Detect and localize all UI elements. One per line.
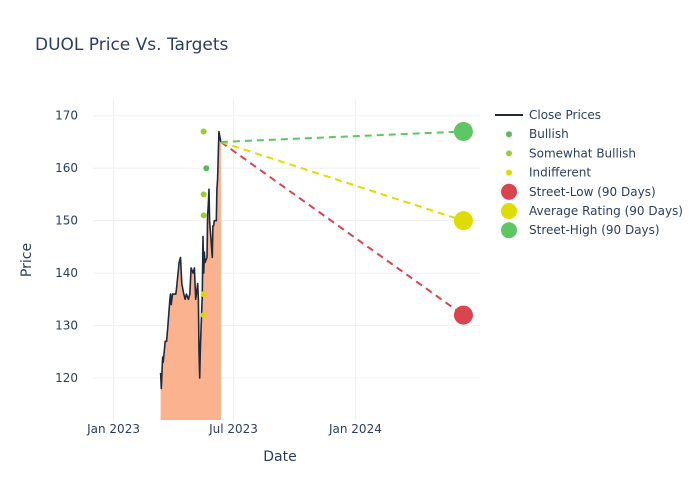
target-line <box>220 141 464 222</box>
legend-marker-swatch <box>501 183 517 200</box>
legend-item[interactable]: Street-High (90 Days) <box>501 222 660 239</box>
legend-dot-swatch <box>506 150 512 157</box>
rating-point <box>200 312 207 319</box>
rating-point <box>200 291 207 298</box>
target-lines <box>220 130 465 316</box>
legend-label: Street-High (90 Days) <box>529 223 660 237</box>
close-price-line <box>159 130 222 390</box>
tick-labels: 120 130 140 150 160 170 Jan 2023 Jul 2023 Jan 20… <box>55 109 382 436</box>
legend-label: Street-Low (90 Days) <box>529 185 656 199</box>
legend-marker-swatch <box>501 203 517 219</box>
target-marker <box>453 305 473 325</box>
legend-item[interactable]: Indifferent <box>506 166 591 180</box>
target-line <box>220 141 465 316</box>
y-tick-label: 140 <box>55 266 78 280</box>
y-axis-label: Price <box>19 243 35 277</box>
x-tick-label: Jul 2023 <box>208 422 258 436</box>
legend-marker-swatch <box>501 222 517 239</box>
rating-point <box>200 212 207 219</box>
rating-points <box>200 128 210 319</box>
target-marker <box>453 121 473 141</box>
legend-item[interactable]: Close Prices <box>495 108 601 122</box>
target-line <box>220 130 464 143</box>
target-markers <box>453 121 473 325</box>
y-tick-label: 120 <box>55 371 78 385</box>
legend-label: Indifferent <box>529 166 591 180</box>
close-price-line-group <box>159 130 222 390</box>
legend[interactable]: Close Prices Bullish Somewhat Bullish Indif… <box>495 108 683 239</box>
legend-item[interactable]: Average Rating (90 Days) <box>501 203 683 219</box>
legend-label: Bullish <box>529 127 569 141</box>
y-tick-label: 150 <box>55 214 78 228</box>
y-tick-label: 170 <box>55 109 78 123</box>
legend-dot-swatch <box>506 131 512 138</box>
legend-label: Somewhat Bullish <box>529 146 636 160</box>
rating-point <box>203 165 210 172</box>
x-tick-label: Jan 2023 <box>86 422 140 436</box>
legend-item[interactable]: Bullish <box>506 127 569 141</box>
legend-label: Average Rating (90 Days) <box>529 204 683 218</box>
legend-item[interactable]: Street-Low (90 Days) <box>501 183 656 200</box>
chart-title: DUOL Price Vs. Targets <box>35 35 229 55</box>
grid <box>93 100 480 420</box>
x-tick-label: Jan 2024 <box>328 422 382 436</box>
rating-point <box>200 128 207 135</box>
legend-label: Close Prices <box>529 108 601 122</box>
legend-item[interactable]: Somewhat Bullish <box>506 146 636 160</box>
legend-dot-swatch <box>506 169 512 176</box>
target-marker <box>453 211 473 231</box>
y-tick-label: 160 <box>55 161 78 175</box>
rating-point <box>200 191 207 198</box>
x-axis-label: Date <box>263 449 296 465</box>
y-tick-label: 130 <box>55 319 78 333</box>
